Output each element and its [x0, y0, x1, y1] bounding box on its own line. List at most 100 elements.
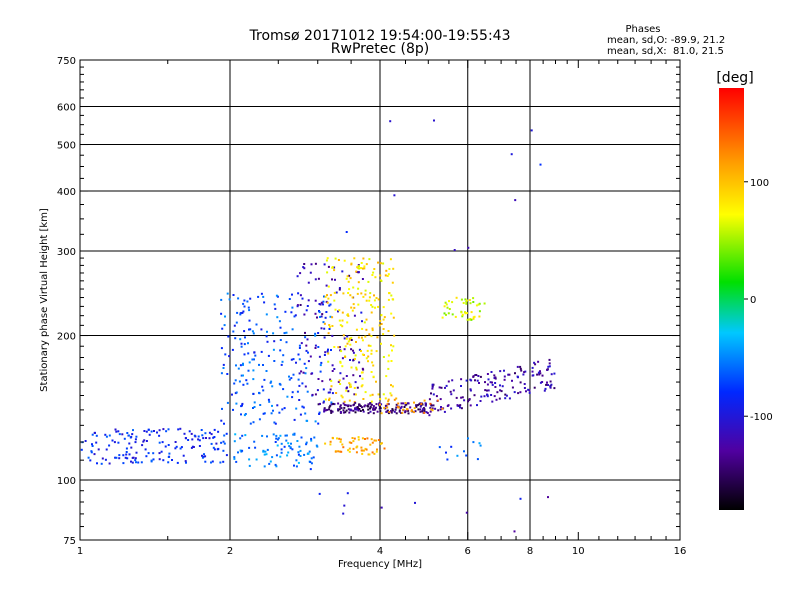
- data-point: [298, 372, 301, 375]
- data-point: [402, 408, 405, 411]
- data-point: [467, 400, 470, 403]
- data-point: [437, 409, 440, 412]
- data-point: [268, 462, 271, 465]
- data-point: [126, 432, 129, 434]
- data-point: [549, 385, 552, 388]
- data-point: [242, 310, 245, 313]
- data-point: [448, 300, 450, 303]
- data-point: [528, 391, 531, 394]
- data-point: [460, 298, 463, 301]
- data-point: [261, 434, 264, 437]
- data-point: [270, 412, 273, 415]
- data-point: [121, 433, 124, 436]
- data-point: [331, 278, 333, 281]
- data-point: [476, 379, 479, 382]
- data-point: [360, 371, 363, 374]
- data-point: [126, 457, 129, 460]
- data-point: [356, 406, 359, 408]
- data-point: [380, 280, 383, 282]
- data-point: [174, 447, 177, 450]
- data-point: [124, 456, 127, 459]
- data-point: [260, 292, 263, 295]
- data-point: [360, 292, 363, 295]
- data-point: [370, 400, 373, 403]
- data-point: [185, 461, 187, 464]
- data-point: [419, 410, 422, 413]
- data-point: [144, 448, 147, 451]
- data-point: [262, 449, 265, 452]
- data-point: [360, 267, 362, 269]
- data-point: [278, 411, 281, 414]
- data-point: [233, 324, 236, 327]
- data-point: [486, 393, 489, 396]
- data-point: [370, 304, 373, 306]
- data-point: [323, 409, 326, 412]
- data-point: [273, 340, 276, 343]
- data-point: [208, 431, 211, 434]
- data-point: [333, 299, 336, 302]
- data-point: [361, 384, 364, 387]
- data-point: [104, 458, 107, 461]
- data-point: [310, 462, 313, 465]
- data-point: [380, 403, 383, 406]
- data-point: [464, 298, 467, 301]
- data-point: [460, 385, 462, 387]
- data-point: [483, 302, 486, 305]
- data-point: [380, 412, 383, 415]
- data-point: [275, 294, 278, 297]
- data-point: [268, 400, 271, 403]
- data-point: [340, 450, 343, 453]
- data-point: [354, 401, 357, 404]
- data-point: [446, 405, 449, 407]
- data-point: [493, 374, 496, 377]
- data-point: [210, 442, 213, 445]
- data-point: [414, 410, 417, 413]
- data-point: [175, 445, 178, 448]
- data-point: [329, 388, 332, 391]
- data-point: [114, 456, 117, 459]
- data-point: [375, 439, 378, 442]
- data-point: [272, 433, 275, 436]
- data-point: [392, 316, 395, 319]
- data-point: [274, 307, 277, 310]
- colorbar-tick-label: -100: [750, 412, 773, 423]
- data-point: [143, 439, 146, 442]
- data-point: [469, 389, 472, 392]
- data-point: [252, 407, 254, 409]
- data-point: [158, 434, 161, 437]
- data-point: [323, 407, 326, 410]
- data-point: [324, 316, 327, 319]
- data-point: [387, 330, 390, 332]
- data-point: [451, 313, 454, 316]
- x-tick-label: 1: [77, 546, 83, 557]
- data-point: [424, 404, 427, 407]
- data-point: [341, 319, 344, 322]
- data-point: [460, 311, 463, 314]
- data-point: [336, 437, 338, 440]
- data-point: [213, 436, 216, 438]
- data-point: [309, 461, 312, 463]
- data-point: [383, 406, 386, 409]
- data-point: [244, 434, 247, 437]
- data-point: [333, 269, 336, 272]
- data-point: [472, 375, 475, 378]
- data-point: [353, 393, 356, 396]
- data-point: [233, 440, 236, 443]
- data-point: [422, 408, 425, 411]
- data-point: [523, 371, 526, 374]
- data-point: [213, 448, 216, 451]
- data-point: [310, 372, 313, 375]
- data-point: [319, 402, 321, 405]
- data-point: [308, 450, 311, 453]
- data-point: [361, 339, 364, 342]
- data-point: [357, 287, 360, 290]
- data-point: [375, 403, 378, 406]
- data-point: [479, 375, 482, 378]
- data-point: [280, 442, 283, 445]
- y-tick-label: 300: [57, 247, 76, 258]
- data-point: [345, 387, 348, 390]
- data-point: [550, 373, 553, 376]
- data-point: [221, 407, 223, 410]
- data-point: [370, 352, 373, 355]
- data-point: [315, 444, 318, 447]
